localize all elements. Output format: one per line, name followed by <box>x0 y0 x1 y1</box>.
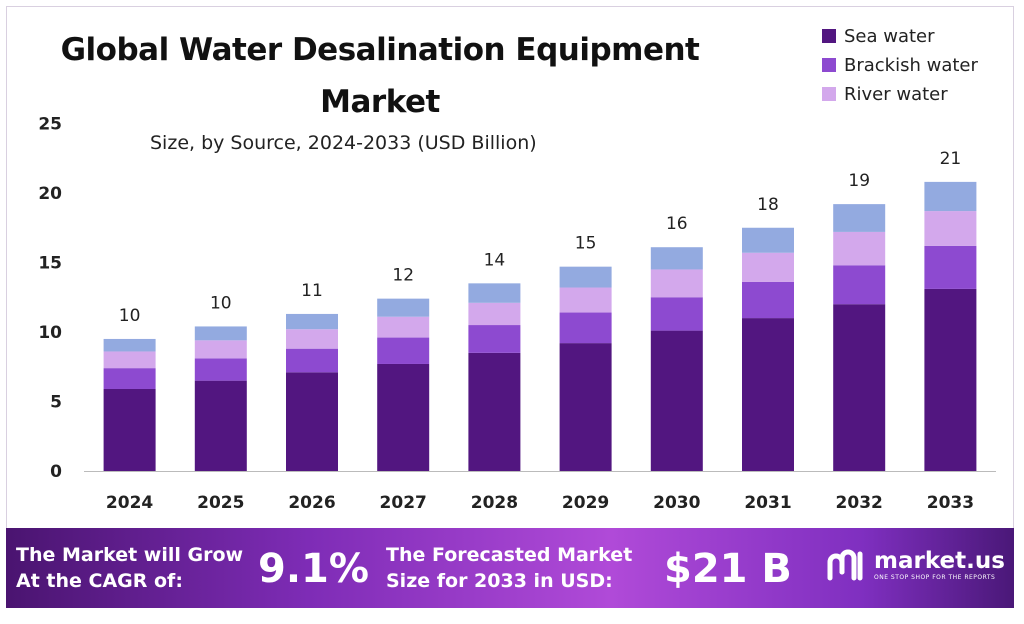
bar-segment-river-water <box>103 351 156 369</box>
forecast-label-line1: The Forecasted Market <box>386 544 633 566</box>
legend-label-sea-water: Sea water <box>844 25 935 47</box>
forecast-label-line2: Size for 2033 in USD: <box>386 570 613 592</box>
bar-segment-brackish-water <box>286 348 338 373</box>
bar-total-label: 10 <box>210 293 232 313</box>
x-tick-label: 2024 <box>106 493 153 513</box>
bar-segment-river-water <box>833 231 886 266</box>
bar-segment-sea-water <box>742 318 794 471</box>
legend-label-river-water: River water <box>844 83 948 105</box>
bar-segment-brackish-water <box>194 358 247 381</box>
bar-segment-other <box>468 283 521 303</box>
legend-swatch-sea-water <box>822 29 836 43</box>
bar-total-label: 19 <box>848 171 870 191</box>
cagr-label-line2: At the CAGR of: <box>16 570 183 592</box>
logo-name: market.us <box>874 548 1005 574</box>
x-tick-label: 2033 <box>927 493 974 513</box>
bar-total-label: 21 <box>940 149 962 169</box>
y-tick-label: 20 <box>38 184 62 204</box>
y-tick-label: 25 <box>38 115 62 135</box>
bar-segment-river-water <box>742 252 794 282</box>
legend-item-sea-water: Sea water <box>822 22 978 50</box>
cagr-value: 9.1% <box>258 546 369 592</box>
bar-segment-river-water <box>377 316 430 338</box>
market-us-logo: market.us ONE STOP SHOP FOR THE REPORTS <box>826 548 1005 582</box>
bar-segment-sea-water <box>286 372 338 471</box>
bar-segment-river-water <box>194 340 247 359</box>
chart-title: Global Water Desalination Equipment Mark… <box>60 32 700 120</box>
bar-segment-other <box>924 181 977 212</box>
bar-segment-brackish-water <box>924 245 977 289</box>
bar-segment-brackish-water <box>468 325 521 353</box>
x-tick-label: 2025 <box>197 493 244 513</box>
bar-segment-sea-water <box>377 363 430 471</box>
bar-segment-other <box>194 326 247 341</box>
legend-item-brackish-water: Brackish water <box>822 51 978 79</box>
bar-segment-other <box>650 247 703 270</box>
bar-segment-brackish-water <box>742 281 794 319</box>
y-tick-label: 5 <box>50 393 62 413</box>
legend: Sea water Brackish water River water <box>822 22 978 109</box>
legend-label-brackish-water: Brackish water <box>844 54 978 76</box>
legend-swatch-brackish-water <box>822 58 836 72</box>
bar-segment-brackish-water <box>833 265 886 305</box>
x-tick-label: 2027 <box>380 493 427 513</box>
bar-segment-river-water <box>286 329 338 349</box>
bar-segment-river-water <box>559 287 612 313</box>
bar-segment-other <box>377 298 430 317</box>
logo-tagline: ONE STOP SHOP FOR THE REPORTS <box>874 574 996 581</box>
cagr-label: The Market will Grow At the CAGR of: <box>16 542 243 594</box>
summary-banner <box>6 528 1014 608</box>
bar-segment-sea-water <box>833 304 886 471</box>
bar-segment-brackish-water <box>103 368 156 389</box>
bar-segment-other <box>742 227 794 253</box>
bar-segment-sea-water <box>103 388 156 471</box>
bar-segment-other <box>286 313 338 330</box>
bar-total-label: 14 <box>484 250 506 270</box>
forecast-value: $21 B <box>664 546 792 592</box>
bar-segment-brackish-water <box>377 337 430 364</box>
bar-total-label: 11 <box>301 281 323 301</box>
chart-subtitle: Size, by Source, 2024-2033 (USD Billion) <box>150 132 537 154</box>
cagr-label-line1: The Market will Grow <box>16 544 244 566</box>
bar-total-label: 18 <box>757 195 779 215</box>
bar-segment-sea-water <box>559 343 612 471</box>
bar-segment-other <box>103 338 156 352</box>
y-tick-label: 10 <box>38 323 62 343</box>
x-tick-label: 2029 <box>562 493 609 513</box>
bar-segment-river-water <box>650 269 703 298</box>
legend-item-river-water: River water <box>822 80 978 108</box>
market-us-logo-icon <box>827 549 863 581</box>
x-tick-label: 2030 <box>653 493 700 513</box>
y-tick-label: 15 <box>38 254 62 274</box>
bar-segment-brackish-water <box>650 297 703 331</box>
x-tick-label: 2031 <box>744 493 791 513</box>
bar-segment-other <box>833 204 886 232</box>
bar-total-label: 10 <box>119 306 141 326</box>
bar-total-label: 12 <box>392 266 414 286</box>
x-tick-label: 2032 <box>836 493 883 513</box>
stacked-bar-chart: 0510152025102024102025112026122027142028… <box>38 115 996 513</box>
bar-segment-river-water <box>468 302 521 326</box>
bar-segment-other <box>559 266 612 288</box>
bar-total-label: 15 <box>575 234 597 254</box>
x-tick-label: 2026 <box>288 493 335 513</box>
bar-segment-sea-water <box>650 330 703 471</box>
bar-segment-sea-water <box>468 352 521 471</box>
x-tick-label: 2028 <box>471 493 518 513</box>
legend-swatch-river-water <box>822 87 836 101</box>
bar-segment-river-water <box>924 211 977 246</box>
y-tick-label: 0 <box>50 462 62 482</box>
forecast-label: The Forecasted Market Size for 2033 in U… <box>386 542 632 594</box>
bar-segment-brackish-water <box>559 312 612 344</box>
bar-segment-sea-water <box>194 380 247 471</box>
bar-segment-sea-water <box>924 288 977 471</box>
bar-total-label: 16 <box>666 214 688 234</box>
